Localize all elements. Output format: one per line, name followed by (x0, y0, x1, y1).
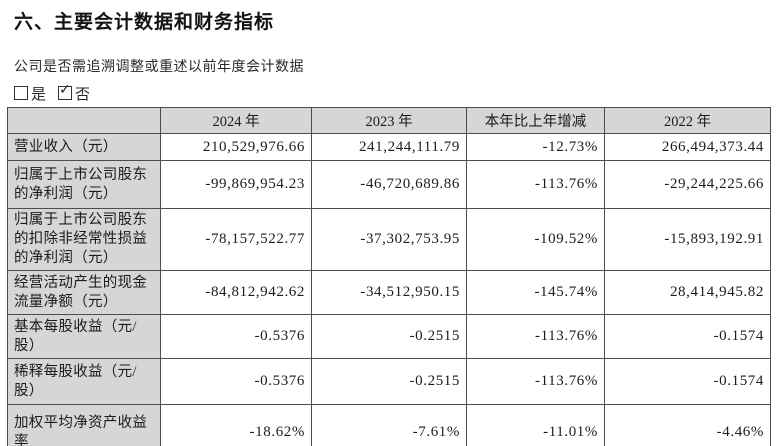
option-yes-label: 是 (31, 87, 47, 103)
value-2022: -29,244,225.66 (604, 160, 771, 209)
value-2022: 28,414,945.82 (604, 270, 771, 315)
row-label: 营业收入（元） (7, 133, 161, 161)
value-2023: -7.61% (311, 404, 467, 446)
table-row-diluted-eps: 稀释每股收益（元/股） -0.5376 -0.2515 -113.76% -0.… (7, 358, 771, 405)
value-2022: -0.1574 (604, 358, 771, 405)
header-year-2022: 2022 年 (604, 107, 771, 134)
row-label: 归属于上市公司股东的净利润（元） (7, 160, 161, 209)
value-change: -113.76% (466, 160, 605, 209)
value-change: -12.73% (466, 133, 605, 161)
checkbox-no-checked-icon: ✓ (58, 82, 73, 100)
row-label: 经营活动产生的现金流量净额（元） (7, 270, 161, 315)
value-2024: -78,157,522.77 (160, 208, 312, 271)
value-2022: -0.1574 (604, 314, 771, 359)
value-2023: -37,302,753.95 (311, 208, 467, 271)
value-2023: -0.2515 (311, 358, 467, 405)
value-change: -145.74% (466, 270, 605, 315)
value-2022: 266,494,373.44 (604, 133, 771, 161)
value-2022: -15,893,192.91 (604, 208, 771, 271)
table-row-operating-cash-flow: 经营活动产生的现金流量净额（元） -84,812,942.62 -34,512,… (7, 270, 771, 315)
row-label: 加权平均净资产收益率 (7, 404, 161, 446)
value-2024: -0.5376 (160, 314, 312, 359)
check-mark-icon: ✓ (59, 82, 71, 98)
section-title: 六、主要会计数据和财务指标 (14, 12, 275, 33)
restatement-options: 是 ✓ 否 (14, 83, 102, 104)
value-change: -113.76% (466, 358, 605, 405)
table-row-net-profit: 归属于上市公司股东的净利润（元） -99,869,954.23 -46,720,… (7, 160, 771, 209)
option-no-label: 否 (75, 87, 91, 103)
checkbox-yes-icon (14, 86, 28, 100)
header-year-2024: 2024 年 (160, 107, 312, 134)
table-row-basic-eps: 基本每股收益（元/股） -0.5376 -0.2515 -113.76% -0.… (7, 314, 771, 359)
option-no: ✓ 否 (58, 83, 90, 104)
value-2024: 210,529,976.66 (160, 133, 312, 161)
header-indicator (7, 107, 161, 134)
row-label: 归属于上市公司股东的扣除非经常性损益的净利润（元） (7, 208, 161, 271)
header-year-2023: 2023 年 (311, 107, 467, 134)
option-yes: 是 (14, 83, 46, 104)
row-label: 稀释每股收益（元/股） (7, 358, 161, 405)
value-2023: -0.2515 (311, 314, 467, 359)
value-2023: -34,512,950.15 (311, 270, 467, 315)
table-header-row: 2024 年 2023 年 本年比上年增减 2022 年 (7, 107, 771, 134)
value-2024: -18.62% (160, 404, 312, 446)
value-change: -11.01% (466, 404, 605, 446)
value-2023: -46,720,689.86 (311, 160, 467, 209)
value-change: -113.76% (466, 314, 605, 359)
value-2023: 241,244,111.79 (311, 133, 467, 161)
value-2024: -99,869,954.23 (160, 160, 312, 209)
value-2022: -4.46% (604, 404, 771, 446)
value-2024: -0.5376 (160, 358, 312, 405)
financial-indicators-table: 2024 年 2023 年 本年比上年增减 2022 年 营业收入（元） 210… (7, 107, 771, 446)
value-change: -109.52% (466, 208, 605, 271)
restatement-question: 公司是否需追溯调整或重述以前年度会计数据 (14, 60, 304, 75)
table-row-net-profit-excl-nonrecurring: 归属于上市公司股东的扣除非经常性损益的净利润（元） -78,157,522.77… (7, 208, 771, 271)
header-yoy-change: 本年比上年增减 (466, 107, 605, 134)
row-label: 基本每股收益（元/股） (7, 314, 161, 359)
table-row-weighted-avg-roe: 加权平均净资产收益率 -18.62% -7.61% -11.01% -4.46% (7, 404, 771, 446)
table-row-operating-revenue: 营业收入（元） 210,529,976.66 241,244,111.79 -1… (7, 133, 771, 161)
value-2024: -84,812,942.62 (160, 270, 312, 315)
